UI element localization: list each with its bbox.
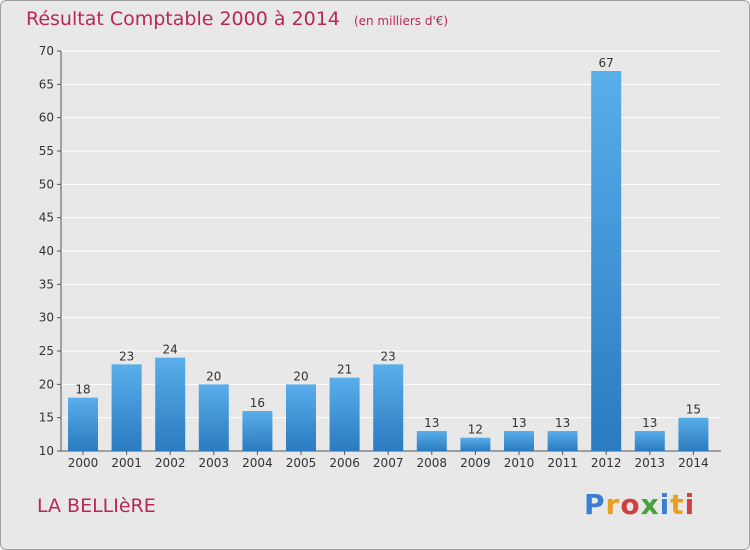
data-label: 67 [599, 56, 614, 70]
logo-letter: t [670, 488, 685, 521]
x-tick-label: 2000 [68, 456, 99, 470]
bar-2006[interactable] [329, 377, 360, 451]
data-label: 15 [686, 403, 701, 417]
x-tick-label: 2010 [504, 456, 535, 470]
data-label: 13 [555, 416, 570, 430]
y-tick-label: 35 [39, 277, 54, 291]
x-tick-label: 2013 [635, 456, 666, 470]
data-label: 13 [424, 416, 439, 430]
y-tick-label: 55 [39, 144, 54, 158]
logo-letter: P [584, 488, 606, 521]
bar-2012[interactable] [591, 71, 622, 451]
x-tick-label: 2003 [199, 456, 230, 470]
bar-2004[interactable] [242, 411, 273, 451]
x-tick-label: 2012 [591, 456, 622, 470]
y-tick-label: 20 [39, 377, 54, 391]
logo-letter: o [620, 488, 641, 521]
data-label: 16 [250, 396, 265, 410]
commune-name: LA BELLIèRE [37, 495, 156, 517]
logo-letter: i [659, 488, 671, 521]
x-tick-label: 2011 [547, 456, 578, 470]
x-tick-label: 2002 [155, 456, 186, 470]
x-tick-label: 2007 [373, 456, 404, 470]
chart-subtitle: (en milliers d'€) [353, 14, 449, 28]
y-tick-label: 15 [39, 411, 54, 425]
bar-2013[interactable] [634, 431, 665, 451]
labels: 10 15 20 25 30 35 40 45 50 55 60 65 70 18 2000 23 2001 24… [39, 44, 709, 470]
chart-title: Résultat Comptable 2000 à 2014 (en milli… [26, 8, 448, 30]
bar-2005[interactable] [286, 384, 316, 451]
bar-2014[interactable] [678, 417, 709, 451]
data-label: 13 [511, 416, 526, 430]
y-tick-label: 40 [39, 244, 54, 258]
data-label: 20 [206, 369, 221, 383]
x-tick-label: 2014 [678, 456, 709, 470]
bar-2008[interactable] [416, 431, 447, 451]
data-label: 24 [163, 343, 178, 357]
data-label: 13 [642, 416, 657, 430]
proxiti-logo[interactable]: Proxiti [584, 488, 695, 521]
y-tick-label: 10 [39, 444, 54, 458]
bars [68, 71, 709, 451]
data-label: 23 [119, 349, 134, 363]
bar-2007[interactable] [373, 364, 404, 451]
logo-letter: x [640, 488, 660, 521]
y-tick-label: 30 [39, 311, 54, 325]
bar-2010[interactable] [504, 431, 534, 451]
chart-title-text: Résultat Comptable 2000 à 2014 [26, 8, 340, 30]
data-label: 18 [75, 383, 90, 397]
x-tick-label: 2001 [111, 456, 142, 470]
bar-2001[interactable] [111, 364, 142, 451]
x-tick-label: 2008 [417, 456, 448, 470]
logo-letter: i [684, 488, 696, 521]
y-tick-label: 60 [39, 111, 54, 125]
y-tick-label: 65 [39, 77, 54, 91]
x-tick-label: 2005 [286, 456, 317, 470]
x-tick-label: 2006 [329, 456, 360, 470]
logo-letter: r [605, 488, 621, 521]
data-label: 23 [381, 349, 396, 363]
y-tick-label: 45 [39, 211, 54, 225]
bar-2003[interactable] [198, 384, 229, 451]
bar-2000[interactable] [68, 397, 98, 451]
bar-2002[interactable] [155, 357, 186, 451]
data-label: 12 [468, 423, 483, 437]
bar-2009[interactable] [460, 437, 491, 451]
bar-2011[interactable] [547, 431, 578, 451]
data-label: 21 [337, 363, 352, 377]
y-tick-label: 70 [39, 44, 54, 58]
data-label: 20 [293, 369, 308, 383]
x-tick-label: 2009 [460, 456, 491, 470]
y-tick-label: 25 [39, 344, 54, 358]
y-tick-label: 50 [39, 177, 54, 191]
x-tick-label: 2004 [242, 456, 273, 470]
